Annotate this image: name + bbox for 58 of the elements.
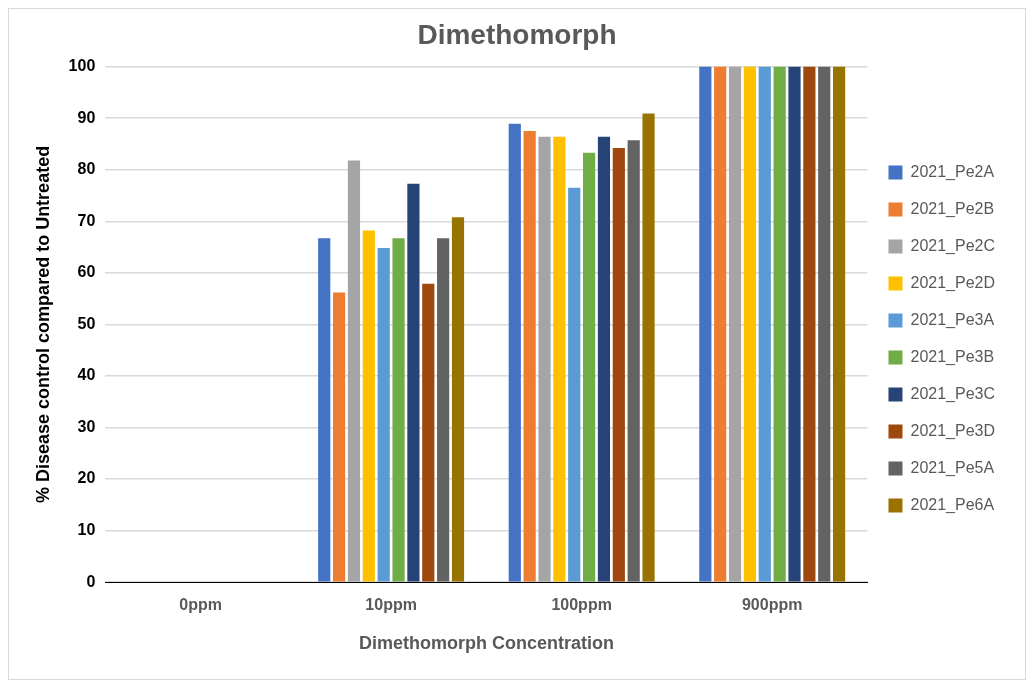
bar bbox=[597, 136, 611, 582]
y-tick-label: 100 bbox=[68, 57, 96, 75]
legend-label: 2021_Pe2D bbox=[910, 273, 995, 292]
legend-label: 2021_Pe3A bbox=[910, 310, 995, 329]
bar bbox=[728, 66, 742, 582]
y-axis-title: % Disease control compared to Untreated bbox=[32, 145, 53, 503]
bar bbox=[818, 66, 831, 582]
bar bbox=[392, 238, 405, 582]
y-tick-label: 0 bbox=[86, 572, 96, 590]
bar bbox=[699, 66, 712, 582]
bar bbox=[612, 148, 625, 582]
bar bbox=[377, 248, 390, 582]
y-tick-label: 50 bbox=[77, 314, 96, 332]
x-tick-label: 0ppm bbox=[179, 596, 222, 614]
bar bbox=[553, 136, 566, 582]
bar bbox=[833, 66, 846, 582]
bar bbox=[508, 123, 521, 582]
bar bbox=[451, 217, 465, 582]
bar bbox=[642, 113, 655, 582]
bar bbox=[758, 66, 771, 582]
bar bbox=[347, 160, 361, 582]
bar bbox=[714, 66, 727, 582]
y-tick-label: 30 bbox=[77, 417, 96, 435]
y-tick-label: 90 bbox=[77, 108, 96, 126]
legend-label: 2021_Pe3C bbox=[910, 384, 995, 403]
bar bbox=[362, 230, 375, 582]
y-tick-label: 80 bbox=[77, 160, 96, 178]
bar bbox=[523, 131, 536, 582]
y-tick-label: 60 bbox=[77, 263, 96, 281]
x-tick-label: 900ppm bbox=[741, 596, 803, 614]
y-tick-label: 70 bbox=[77, 211, 96, 229]
x-tick-label: 100ppm bbox=[551, 596, 612, 614]
bar bbox=[743, 66, 757, 582]
legend-label: 2021_Pe5A bbox=[910, 458, 995, 477]
bar bbox=[583, 152, 596, 582]
x-axis-title: Dimethomorph Concentration bbox=[358, 633, 614, 654]
bar bbox=[422, 283, 435, 582]
bar bbox=[788, 66, 801, 582]
bar bbox=[803, 66, 816, 582]
bar bbox=[627, 140, 640, 582]
bar bbox=[333, 292, 346, 582]
legend-label: 2021_Pe6A bbox=[910, 495, 995, 514]
bar bbox=[318, 238, 331, 582]
bar bbox=[437, 238, 450, 582]
bar bbox=[538, 136, 551, 582]
y-tick-label: 40 bbox=[77, 366, 96, 384]
legend-label: 2021_Pe2C bbox=[910, 236, 995, 255]
bar bbox=[407, 183, 420, 582]
y-tick-label: 10 bbox=[77, 521, 96, 539]
legend-label: 2021_Pe3D bbox=[910, 421, 995, 440]
legend-label: 2021_Pe3B bbox=[910, 347, 995, 366]
bar bbox=[568, 187, 581, 582]
bar bbox=[773, 66, 786, 582]
chart-title: Dimethomorph bbox=[417, 18, 617, 50]
x-tick-label: 10ppm bbox=[365, 596, 417, 614]
legend-label: 2021_Pe2B bbox=[910, 199, 995, 218]
legend-label: 2021_Pe2A bbox=[910, 162, 995, 181]
y-tick-label: 20 bbox=[77, 469, 96, 487]
